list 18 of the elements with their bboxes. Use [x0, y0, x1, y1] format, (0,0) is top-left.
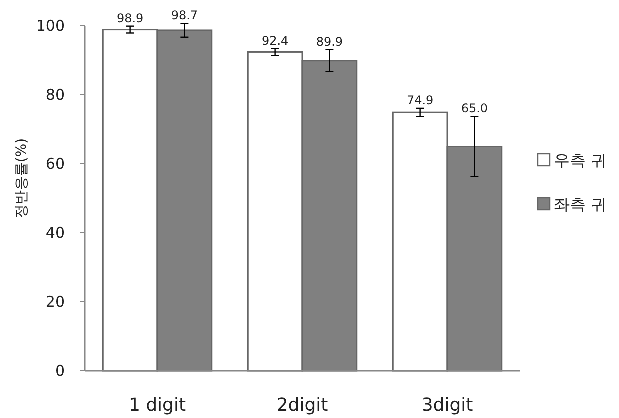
y-axis-title: 정반응률(%)	[14, 138, 30, 219]
y-tick-label: 0	[55, 362, 65, 380]
y-tick-label: 40	[46, 224, 65, 242]
x-tick-label: 1 digit	[128, 395, 186, 416]
y-tick-label: 20	[46, 293, 65, 311]
x-tick-label: 2digit	[276, 395, 328, 416]
text: 65.0	[461, 102, 488, 116]
legend-label: 우측 귀	[554, 151, 608, 170]
x-tick-label: 3digit	[422, 395, 474, 416]
legend-label: 좌측 귀	[554, 195, 608, 214]
text: 98.9	[116, 11, 144, 26]
text: 74.9	[406, 93, 434, 108]
y-tick-label: 80	[46, 86, 65, 104]
y-tick-label: 60	[46, 155, 65, 173]
text: 92.4	[262, 34, 289, 48]
text: 98.7	[171, 8, 198, 23]
y-tick-label: 100	[36, 17, 65, 35]
text: 89.9	[316, 34, 344, 49]
